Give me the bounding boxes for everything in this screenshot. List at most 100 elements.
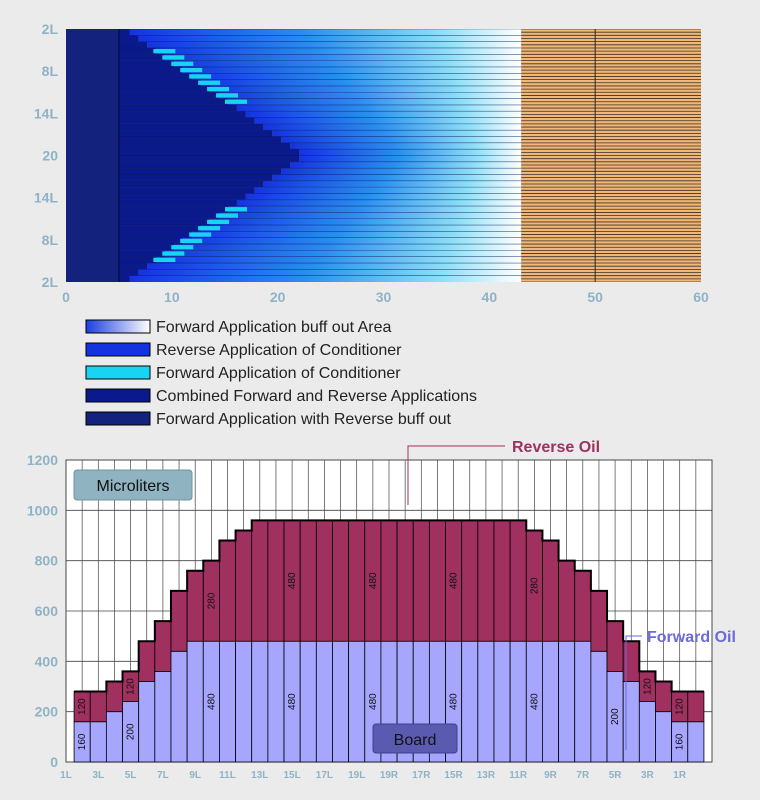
- forward-oil-bar: [655, 711, 673, 763]
- forward-oil-bar: [105, 711, 123, 763]
- forward-oil-bar: [186, 640, 204, 763]
- combined-zone-cell: [66, 225, 202, 232]
- combined-zone-cell: [66, 79, 202, 86]
- forward-application-cell: [216, 213, 239, 218]
- microliters-label: Microliters: [97, 478, 170, 495]
- forward-oil-bar: [477, 640, 495, 763]
- forward-oil-bar: [493, 640, 511, 763]
- x-tick-label: 40: [482, 289, 498, 305]
- combined-zone-cell: [66, 85, 211, 93]
- forward-application-cell: [153, 48, 176, 54]
- buff-out-cell: [210, 218, 522, 226]
- buff-out-cell: [290, 142, 522, 150]
- x-tick-label: 3R: [641, 770, 655, 781]
- x-tick-label: 7R: [576, 770, 590, 781]
- forward-oil-bar: [574, 640, 592, 763]
- buff-out-cell: [192, 231, 522, 238]
- forward-oil-bar: [638, 701, 656, 763]
- forward-oil-bar: [558, 640, 576, 763]
- x-tick-label: 30: [376, 289, 392, 305]
- forward-oil-bar: [509, 640, 527, 763]
- combined-zone-cell: [66, 111, 246, 118]
- reverse-oil-bar: [574, 570, 592, 642]
- forward-application-cell: [216, 93, 239, 98]
- segment-data-label: 200: [126, 723, 137, 740]
- reverse-oil-callout: Reverse Oil: [512, 440, 600, 456]
- forward-application-cell: [198, 226, 221, 231]
- reverse-oil-bar: [655, 681, 673, 713]
- buff-out-cell: [138, 269, 522, 276]
- reverse-oil-bar: [315, 520, 333, 642]
- heatmap-axes: 0 10 20 30 40 50 60 2L 8L 14L 20 14L 8L 2L: [34, 21, 709, 305]
- forward-oil-bar: [170, 650, 188, 763]
- combined-zone-cell: [66, 161, 291, 169]
- forward-application-cell: [198, 80, 221, 85]
- legend-swatch: [85, 411, 151, 426]
- y-tick-label: 1000: [27, 502, 58, 518]
- buff-out-cell: [299, 155, 522, 162]
- buff-out-cell: [138, 35, 522, 42]
- combined-zone-cell: [66, 98, 229, 105]
- combined-zone-cell: [66, 237, 184, 245]
- combined-zone-cell: [66, 136, 282, 143]
- reverse-oil-bar: [299, 520, 317, 642]
- legend-label: Combined Forward and Reverse Application…: [156, 388, 477, 405]
- legend-swatch: [85, 365, 151, 380]
- segment-data-label: 480: [449, 693, 460, 710]
- reverse-oil-bar: [477, 520, 495, 642]
- segment-data-label: 120: [642, 678, 653, 695]
- y-tick-label: 800: [35, 553, 59, 569]
- forward-oil-bar: [219, 640, 236, 763]
- forward-oil-bar: [235, 640, 253, 763]
- combined-zone-cell: [66, 92, 220, 99]
- application-heatmap: 0 10 20 30 40 50 60 2L 8L 14L 20 14L 8L 2L Forward Ap…: [34, 21, 709, 428]
- combined-zone-cell: [66, 130, 273, 137]
- combined-zone-cell: [66, 193, 246, 200]
- y-tick-label: 2L: [42, 21, 59, 37]
- forward-oil-bar: [251, 640, 269, 763]
- combined-zone-cell: [66, 117, 255, 124]
- buff-out-cell: [201, 79, 522, 86]
- combined-zone-cell: [66, 231, 193, 238]
- buff-out-cell: [299, 149, 522, 156]
- x-tick-label: 19L: [348, 770, 365, 781]
- buff-out-cell: [254, 117, 522, 124]
- x-tick-label: 60: [693, 289, 709, 305]
- buff-out-cell: [183, 66, 522, 74]
- buff-out-cell: [281, 136, 522, 143]
- legend-label: Forward Application with Reverse buff ou…: [156, 411, 452, 428]
- reverse-oil-bar: [332, 520, 350, 642]
- x-tick-label: 15L: [283, 770, 300, 781]
- heatmap-body: [66, 29, 701, 282]
- buff-out-cell: [263, 180, 522, 188]
- reverse-oil-bar: [493, 520, 511, 642]
- segment-data-label: 120: [77, 698, 88, 715]
- combined-zone-cell: [66, 174, 273, 181]
- segment-data-label: 160: [77, 733, 88, 750]
- legend-label: Forward Application of Conditioner: [156, 365, 401, 382]
- reverse-oil-bar: [138, 640, 156, 682]
- reverse-oil-bar: [461, 520, 479, 642]
- x-tick-label: 13R: [477, 770, 496, 781]
- buff-out-cell: [156, 256, 522, 264]
- forward-oil-bar: [687, 721, 705, 763]
- forward-application-cell: [171, 61, 194, 66]
- y-tick-label: 14L: [34, 190, 59, 206]
- buff-out-cell: [219, 92, 522, 99]
- reverse-oil-bar: [412, 520, 430, 642]
- forward-application-cell: [189, 232, 212, 237]
- segment-data-label: 120: [675, 698, 686, 715]
- buff-out-cell: [192, 73, 522, 80]
- buff-out-cell: [156, 47, 522, 55]
- buff-out-cell: [174, 60, 522, 67]
- reverse-oil-bar: [251, 520, 269, 642]
- combined-zone-cell: [66, 123, 264, 131]
- x-tick-label: 20: [270, 289, 286, 305]
- buff-out-cell: [228, 206, 522, 213]
- x-tick-label: 10: [164, 289, 180, 305]
- x-tick-label: 17R: [412, 770, 431, 781]
- y-tick-label: 200: [35, 704, 59, 720]
- combined-zone-cell: [66, 206, 229, 213]
- combined-zone-cell: [66, 187, 255, 194]
